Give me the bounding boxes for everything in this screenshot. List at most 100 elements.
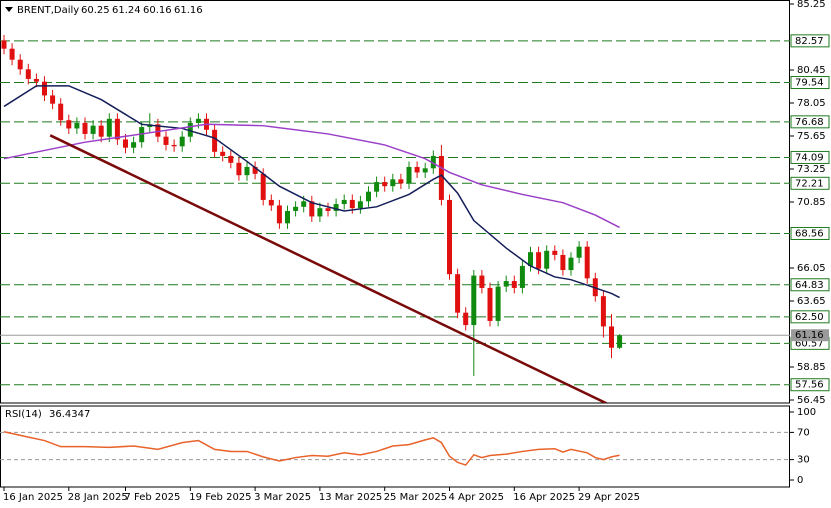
candle-body xyxy=(17,59,23,70)
y-tick-label: 30 xyxy=(797,455,810,466)
candle-body xyxy=(366,191,371,202)
level-label: 62.50 xyxy=(795,312,824,323)
x-tick-label: 13 Mar 2025 xyxy=(319,492,382,503)
y-tick-label: 73.25 xyxy=(797,164,826,175)
candle-body xyxy=(576,246,582,258)
candle-body xyxy=(463,312,469,326)
candle-body xyxy=(74,122,80,129)
y-tick-label: 85.25 xyxy=(797,0,826,10)
level-label: 82.57 xyxy=(795,36,824,47)
last-price-label: 61.16 xyxy=(795,330,824,341)
candle-body xyxy=(220,151,226,156)
x-tick-label: 4 Apr 2025 xyxy=(449,492,504,503)
candle-body xyxy=(236,162,242,176)
candle-body xyxy=(228,155,234,163)
x-tick-label: 16 Apr 2025 xyxy=(513,492,575,503)
candle-body xyxy=(447,199,452,275)
candle-body xyxy=(317,208,323,217)
candle-body xyxy=(268,199,274,206)
candle-body xyxy=(260,173,266,200)
level-label-box xyxy=(790,378,830,392)
rsi-value: 36.4347 xyxy=(49,409,90,420)
candle-body xyxy=(495,286,501,321)
rsi-line xyxy=(3,430,620,466)
y-tick-label: 56.45 xyxy=(797,395,826,406)
x-tick-label: 28 Jan 2025 xyxy=(68,492,128,503)
candle-body xyxy=(1,40,7,49)
price-panel xyxy=(0,0,790,404)
level-label-box xyxy=(790,76,830,90)
level-label: 60.57 xyxy=(795,338,824,349)
trendline xyxy=(49,134,608,403)
y-tick-label: 78.05 xyxy=(797,98,826,109)
candle-body xyxy=(276,205,282,224)
rsi-plot xyxy=(0,430,790,466)
candle-body xyxy=(123,139,128,148)
level-label-box xyxy=(790,115,830,129)
level-label: 76.68 xyxy=(795,117,824,128)
candle-body xyxy=(544,250,550,269)
rsi-title: RSI(14) xyxy=(5,409,42,420)
candle-body xyxy=(609,326,614,348)
moving-average xyxy=(3,123,620,229)
candle-body xyxy=(58,103,64,121)
ohlc-high: 61.24 xyxy=(112,5,141,16)
candle-body xyxy=(42,81,47,96)
candle-body xyxy=(187,122,193,137)
candle-body xyxy=(50,95,56,104)
candle-body xyxy=(552,250,558,255)
candle-body xyxy=(131,142,137,148)
x-tick-label: 16 Jan 2025 xyxy=(3,492,63,503)
level-label-box xyxy=(790,150,830,164)
candle-body xyxy=(414,166,420,173)
last-price-box xyxy=(791,329,829,342)
level-label-box xyxy=(790,34,830,48)
candle-body xyxy=(301,201,307,207)
y-tick-label: 63.65 xyxy=(797,296,826,307)
candle-body xyxy=(293,206,299,211)
candle-body xyxy=(617,335,623,348)
candle-body xyxy=(519,265,525,288)
candle-body xyxy=(382,182,388,187)
candle-body xyxy=(163,136,169,145)
y-tick-label: 70 xyxy=(797,427,810,438)
candle-body xyxy=(33,78,39,82)
candle-body xyxy=(155,124,161,137)
candle-body xyxy=(90,125,96,134)
candle-body xyxy=(357,201,363,209)
ohlc-open: 60.25 xyxy=(81,5,110,16)
level-label-box xyxy=(790,226,830,240)
candle-body xyxy=(114,118,120,140)
candle-body xyxy=(195,118,201,123)
ohlc-close: 61.16 xyxy=(174,5,203,16)
candle-body xyxy=(568,257,574,271)
level-label-box xyxy=(790,278,830,292)
level-label: 72.21 xyxy=(795,178,824,189)
candle-body xyxy=(244,166,250,176)
candle-body xyxy=(98,125,104,137)
candle-body xyxy=(600,296,606,327)
moving-average xyxy=(3,85,620,299)
candle-body xyxy=(9,48,15,60)
candle-body xyxy=(171,144,177,147)
x-tick-label: 3 Mar 2025 xyxy=(254,492,311,503)
candle-body xyxy=(438,155,444,200)
y-tick-label: 70.85 xyxy=(797,197,826,208)
y-tick-label: 58.85 xyxy=(797,362,826,373)
chart-title: BRENT,Daily xyxy=(17,5,79,16)
ohlc-low: 60.16 xyxy=(143,5,172,16)
candle-body xyxy=(528,252,533,266)
candle-body xyxy=(511,281,517,288)
candle-body xyxy=(390,179,396,187)
candle-body xyxy=(503,281,509,287)
candle-body xyxy=(179,136,185,147)
level-label: 64.83 xyxy=(795,280,824,291)
candle-body xyxy=(398,179,404,184)
candle-body xyxy=(487,287,493,321)
candle-body xyxy=(471,275,477,326)
candle-body xyxy=(25,69,31,79)
candle-body xyxy=(66,120,72,129)
candle-body xyxy=(455,274,461,313)
candle-body xyxy=(325,208,331,211)
